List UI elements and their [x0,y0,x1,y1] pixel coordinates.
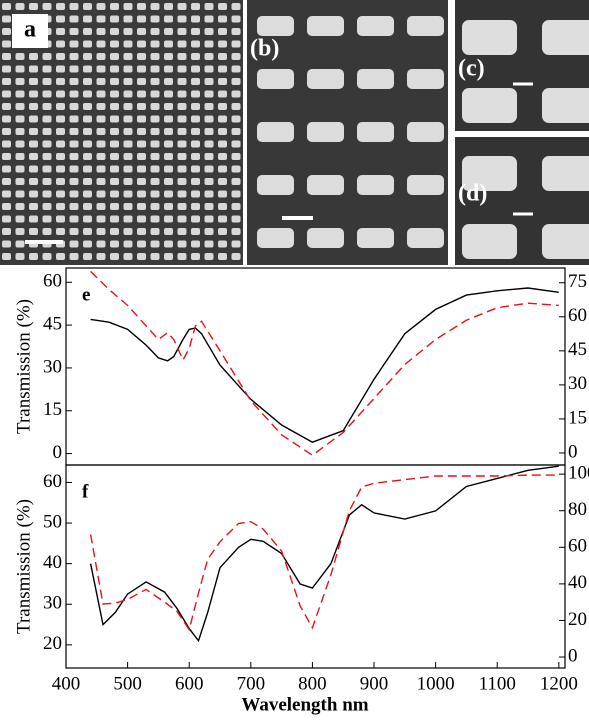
plot-frame [65,267,566,466]
panel-label: (c) [458,56,485,82]
y2-tick-label: 80 [568,499,587,520]
y-tick-label: 0 [53,442,63,463]
y2-tick-label: 45 [568,339,587,360]
y-tick-label: 30 [43,356,62,377]
x-tick-label: 1200 [540,673,578,694]
panel-label: (b) [250,36,279,62]
data-line [90,287,559,443]
y-tick-label: 30 [43,593,62,614]
x-tick-label: 700 [237,673,266,694]
y-tick-label: 40 [43,552,62,573]
sem-images [0,0,589,265]
y2-tick-label: 60 [568,536,587,557]
x-tick-label: 900 [360,673,389,694]
y2-tick-label: 75 [568,271,587,292]
plot-frame [65,464,566,669]
y2-tick-label: 20 [568,609,587,630]
y-tick-label: 20 [43,633,62,654]
chart-label: f [82,481,89,502]
y-tick-label: 60 [43,471,62,492]
x-tick-label: 800 [298,673,327,694]
y-axis-label: Transmission (%) [13,499,34,634]
y2-tick-label: 0 [568,441,578,462]
x-axis-label: Wavelength nm [241,694,368,715]
y2-tick-label: 40 [568,572,587,593]
y-axis-label: Transmission (%) [13,299,34,434]
data-line [89,465,559,643]
y2-tick-label: 30 [568,373,587,394]
y-tick-label: 50 [43,511,62,532]
panel-label: a [24,17,36,43]
y2-tick-label: 100 [568,463,589,484]
data-line [89,474,559,632]
x-tick-label: 500 [113,673,142,694]
data-line [90,270,559,457]
y-tick-label: 45 [43,313,62,334]
x-tick-label: 400 [52,673,81,694]
panel-label: (d) [458,181,487,207]
x-tick-label: 1100 [479,673,516,694]
y2-tick-label: 60 [568,305,587,326]
y-tick-label: 15 [43,399,62,420]
y-tick-label: 60 [43,271,62,292]
x-tick-label: 1000 [417,673,455,694]
chart-label: e [82,284,90,305]
y2-tick-label: 0 [568,645,578,666]
x-tick-label: 600 [175,673,204,694]
y2-tick-label: 15 [568,407,587,428]
